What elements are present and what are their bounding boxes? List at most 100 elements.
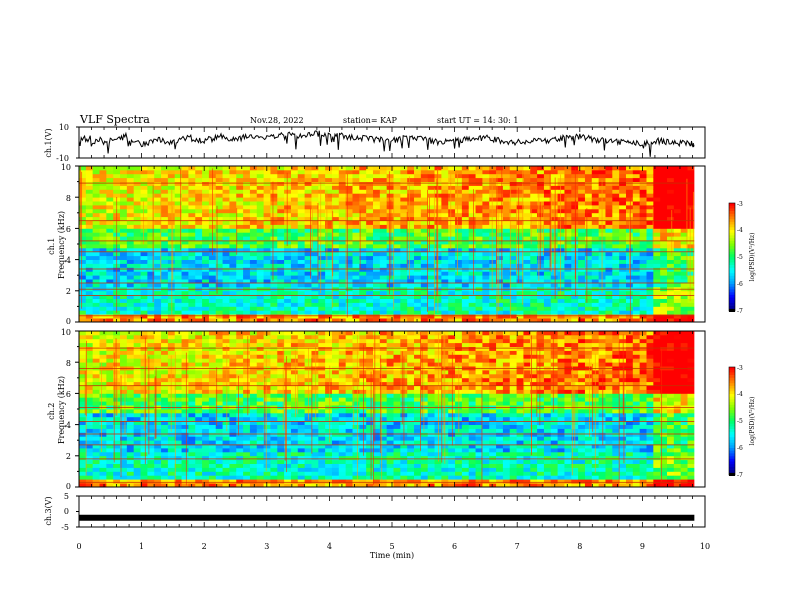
ch1-spectrogram-cell (543, 283, 552, 288)
ch1-spectrogram-cell (99, 244, 107, 249)
ch2-spectrogram-cell (113, 467, 121, 472)
ch1-spectrogram-cell (352, 251, 360, 257)
ch1-spectrogram-cell (277, 247, 285, 253)
ch1-spectrogram-cell (584, 283, 593, 288)
ch2-spectrogram-cell (181, 479, 189, 484)
ch1-spectrogram-cell (263, 212, 271, 218)
ch1-spectrogram-cell (502, 205, 511, 210)
ch1-spectrogram-cell (687, 271, 695, 276)
ch2-spectrogram-cell (256, 409, 265, 414)
ch1-spectrogram-cell (188, 193, 196, 198)
ch1-spectrogram-cell (270, 166, 278, 171)
ch1-spectrogram-cell (455, 290, 463, 296)
ch1-spectrogram-cell (502, 169, 511, 175)
ch1-spectrogram-cell (687, 220, 695, 225)
ch1-spectrogram-cell (680, 279, 688, 284)
ch1-spectrogram-cell (188, 201, 196, 206)
ch1-spectrogram-cell (106, 236, 114, 241)
ch1-spectrogram-cell (208, 314, 217, 319)
ch1-spectrogram-cell (537, 193, 545, 198)
ch1-spectrogram-cell (147, 247, 155, 253)
ch1-spectrogram-cell (379, 197, 388, 202)
ch1-spectrogram-cell (270, 193, 278, 198)
ch1-spectrogram-cell (352, 267, 360, 272)
ch2-spectrogram-cell (126, 483, 135, 488)
ch1-spectrogram-cell (496, 201, 504, 206)
ch2-spectrogram-cell (174, 385, 182, 390)
ch1-spectrogram-cell (660, 166, 668, 171)
ch1-spectrogram-cell (660, 240, 668, 245)
ch1-spectrogram-cell (393, 259, 401, 264)
ch1-spectrogram-cell (420, 271, 429, 276)
ch1-spectrogram-cell (646, 255, 654, 260)
ch2-spectrogram-cell (243, 373, 251, 379)
ch2-spectrogram-cell (92, 479, 100, 484)
ch1-spectrogram-cell (85, 185, 94, 190)
ch1-spectrogram-cell (482, 197, 490, 202)
ch1-spectrogram-cell (290, 290, 299, 296)
ch1-spectrogram-cell (290, 263, 299, 268)
ch2-spectrogram-cell (120, 428, 128, 433)
ch1-spectrogram-cell (304, 228, 312, 233)
ch2-spectrogram-cell (202, 420, 210, 425)
ch1-spectrogram-cell (550, 189, 559, 194)
ch1-spectrogram-cell (414, 166, 422, 171)
ch1-spectrogram-cell (578, 232, 586, 237)
ch1-spectrogram-cell (99, 224, 107, 229)
ch2-spectrogram-cell (133, 354, 141, 359)
ch1-spectrogram-cell (284, 228, 292, 233)
ch1-spectrogram-cell (523, 224, 531, 229)
ch2-spectrogram-cell (174, 334, 182, 340)
ch1-spectrogram-cell (249, 318, 258, 323)
ch1-spectrogram-cell (331, 201, 340, 206)
ch1-spectrogram-cell (673, 181, 682, 186)
ch1-spectrogram-cell (229, 318, 237, 323)
ch1-spectrogram-cell (482, 302, 490, 307)
ch1-spectrogram-cell (126, 208, 135, 214)
ch1-spectrogram-cell (660, 298, 668, 303)
ch2-spectrogram-cell (167, 346, 176, 351)
ch1-spectrogram-cell (667, 318, 675, 323)
ch1-spectrogram-cell (304, 208, 312, 214)
ch1-spectrogram-cell (331, 205, 340, 210)
ch1-spectrogram-cell (373, 185, 381, 190)
ch2-spectrogram-cell (79, 428, 87, 433)
ch1-spectrogram-cell (530, 169, 538, 175)
ch1-spectrogram-cell (448, 197, 456, 202)
ch1-spectrogram-cell (420, 177, 429, 182)
ch1-spectrogram-cell (530, 271, 538, 276)
ch1-spectrogram-cell (263, 181, 271, 186)
ch1-spectrogram-cell (133, 259, 141, 264)
ch2-spectrogram-cell (181, 370, 189, 375)
ch2-spectrogram-cell (154, 428, 162, 433)
ch2-spectrogram-cell (222, 362, 230, 367)
ch1-spectrogram-cell (475, 193, 483, 198)
ch1-spectrogram-cell (632, 310, 641, 315)
ch2-spectrogram-cell (106, 412, 114, 418)
ch1-spectrogram-cell (496, 236, 504, 241)
ch2-spectrogram-cell (215, 459, 223, 464)
ch1-spectrogram-cell (461, 275, 470, 280)
ch1-spectrogram-cell (270, 267, 278, 272)
ch1-spectrogram-cell (502, 216, 511, 221)
ch1-spectrogram-cell (379, 244, 388, 249)
ch2-spectrogram-cell (208, 358, 217, 363)
ch1-spectrogram-cell (537, 166, 545, 171)
ch1-spectrogram-cell (154, 232, 162, 237)
ch2-spectrogram-cell (215, 479, 223, 484)
ch1-spectrogram-cell (120, 267, 128, 272)
ch1-spectrogram-cell (229, 255, 237, 260)
ch1-spectrogram-cell (154, 201, 162, 206)
ch2-spectrogram-cell (161, 389, 169, 394)
ch1-spectrogram-cell (263, 216, 271, 221)
ch1-spectrogram-cell (318, 310, 326, 315)
ch1-spectrogram-cell (420, 263, 429, 268)
ch1-spectrogram-cell (311, 318, 319, 323)
ch1-spectrogram-cell (345, 212, 353, 218)
ch1-spectrogram-cell (680, 244, 688, 249)
ch1-spectrogram-cell (379, 201, 388, 206)
ch1-spectrogram-cell (373, 275, 381, 280)
ch1-spectrogram-cell (99, 306, 107, 311)
ch1-spectrogram-cell (489, 283, 497, 288)
ch1-spectrogram-cell (393, 251, 401, 257)
